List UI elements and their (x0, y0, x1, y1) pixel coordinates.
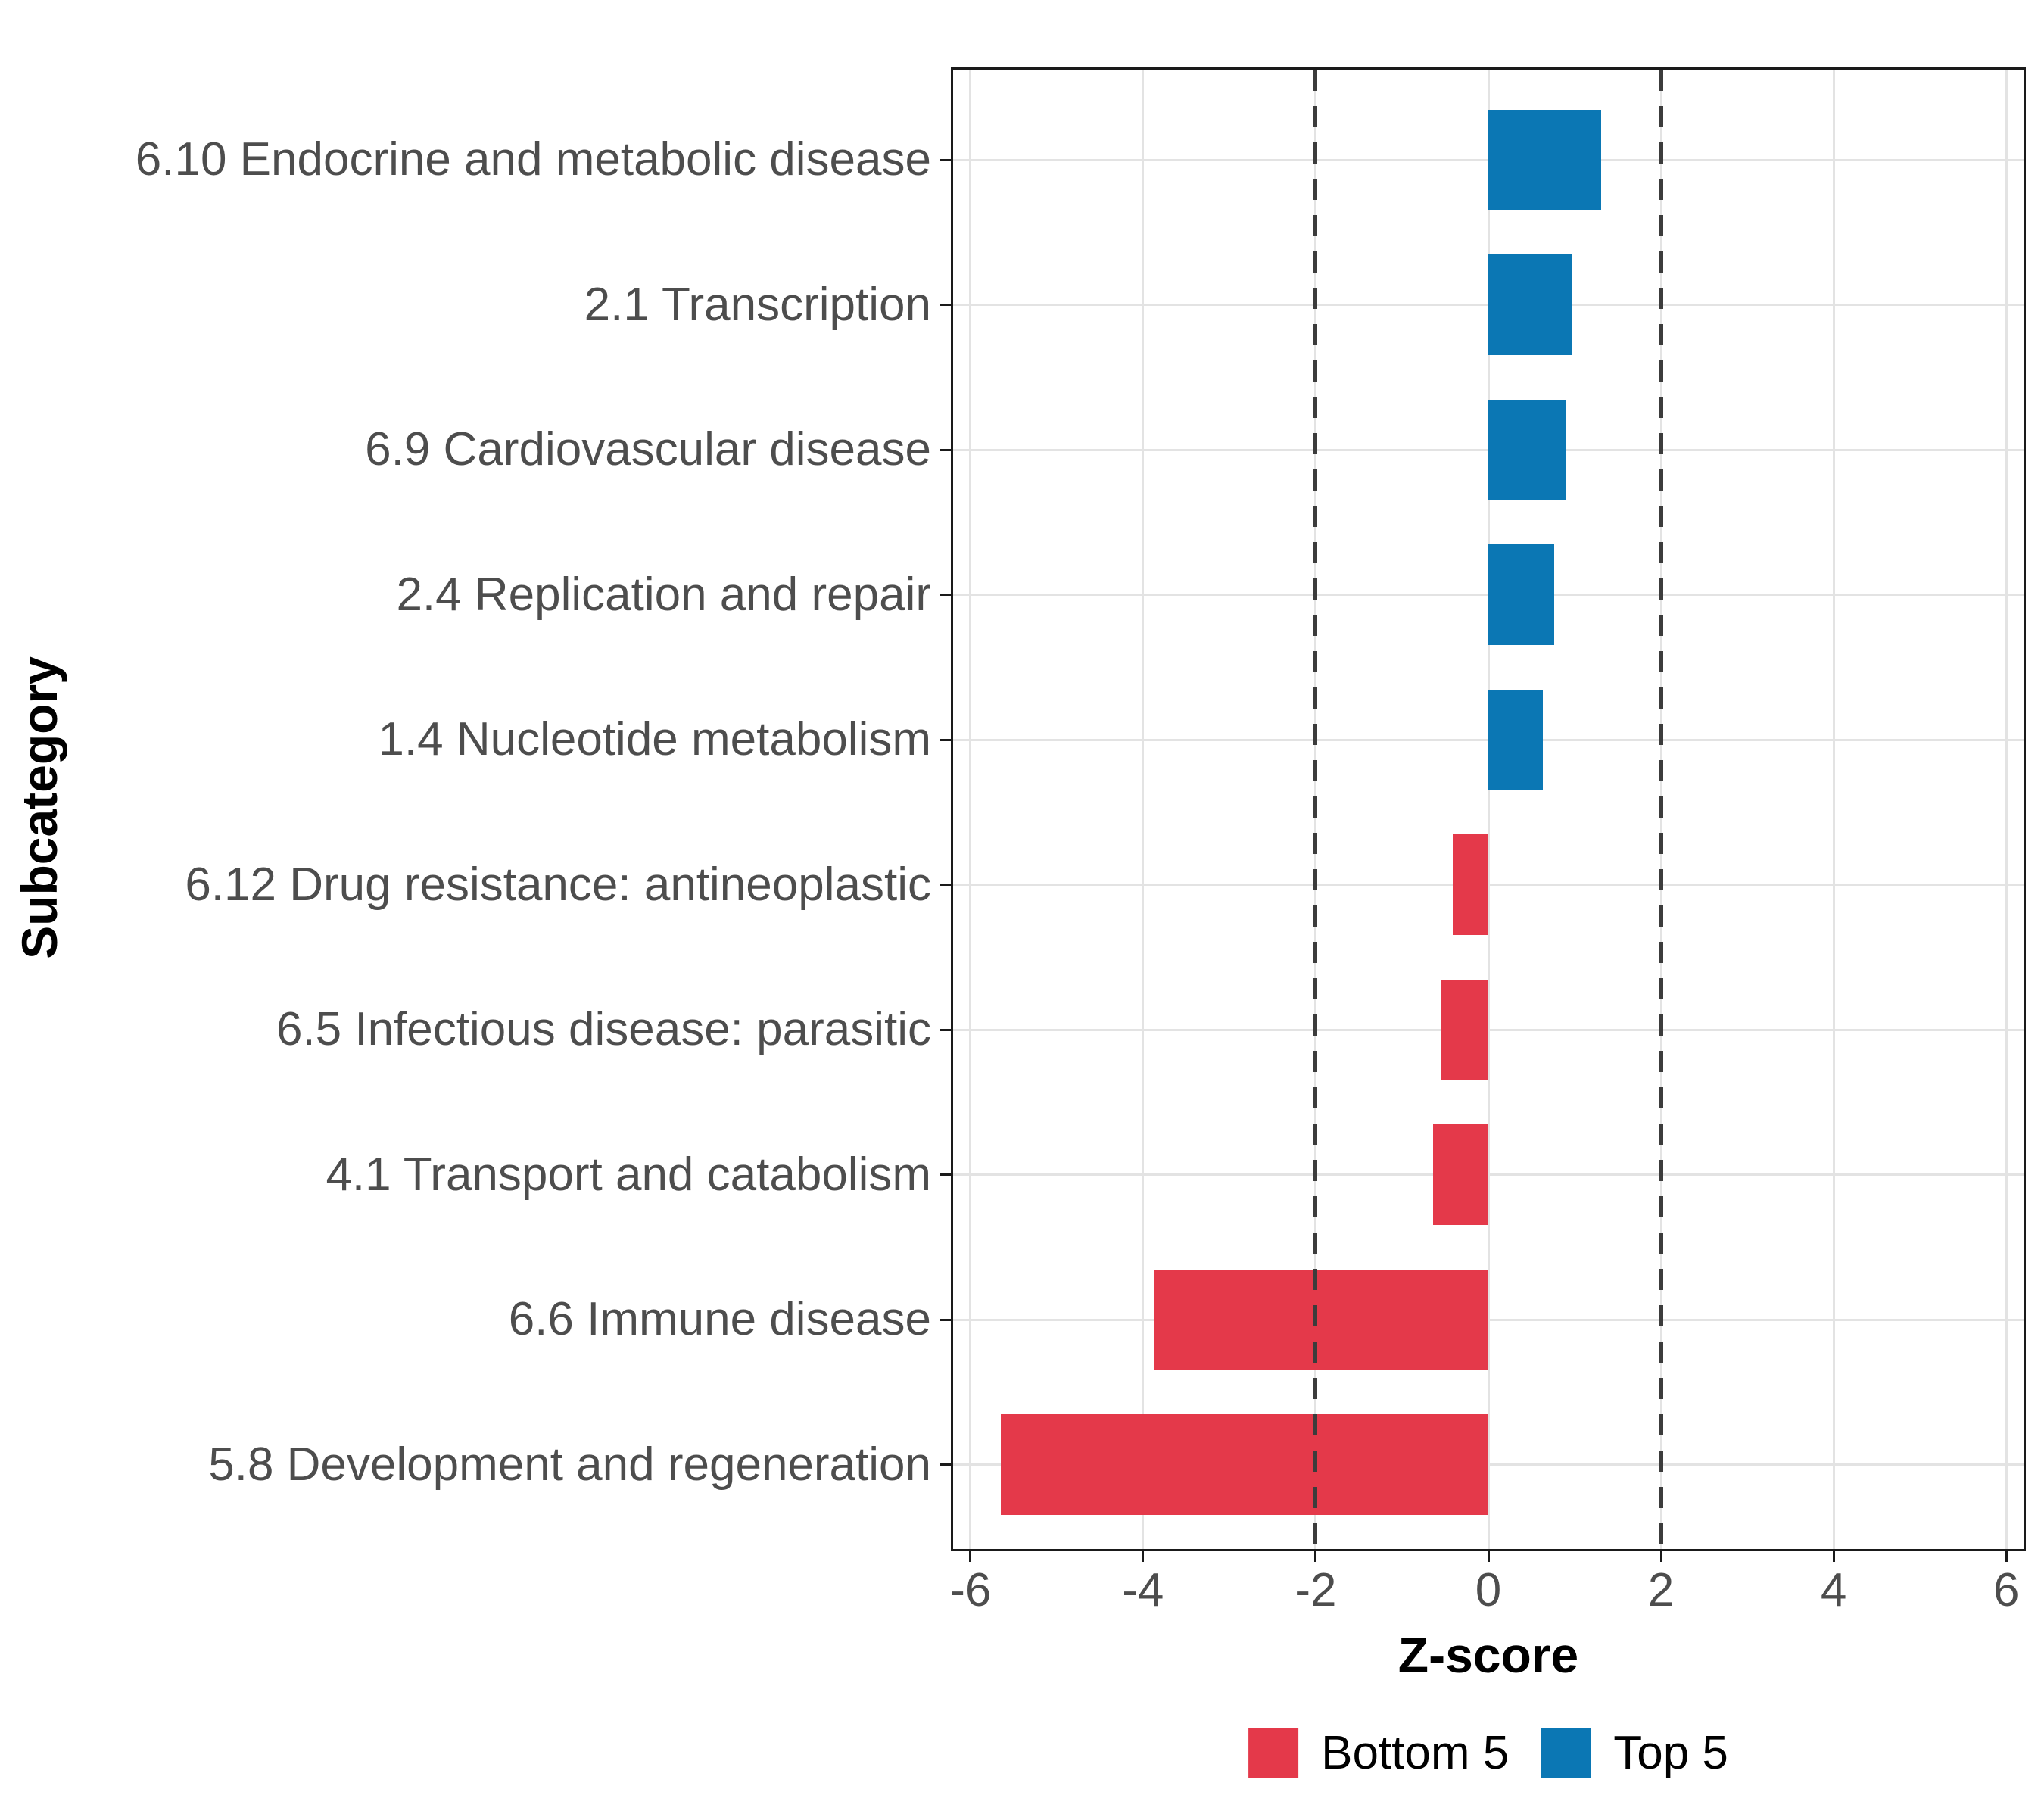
x-tick-mark (1142, 1551, 1145, 1562)
legend-item-bottom5: Bottom 5 (1248, 1728, 1509, 1778)
gridline-vertical (2005, 70, 2008, 1549)
gridline-vertical (1487, 70, 1490, 1549)
legend-label-bottom5: Bottom 5 (1321, 1727, 1510, 1779)
y-tick-mark (940, 158, 951, 161)
x-tick-label: 4 (1820, 1564, 1847, 1616)
y-axis-label: 2.1 Transcription (584, 278, 931, 331)
bar (1488, 254, 1572, 355)
x-tick-label: -4 (1122, 1564, 1164, 1616)
gridline-vertical (1142, 70, 1145, 1549)
x-tick-mark (1659, 1551, 1662, 1562)
plot-panel (951, 67, 2026, 1551)
x-tick-label: 2 (1647, 1564, 1675, 1616)
reference-line-dashed (1659, 70, 1663, 1549)
y-tick-mark (940, 1318, 951, 1321)
y-axis-label: 6.5 Infectious disease: parasitic (276, 1003, 931, 1055)
bar (1488, 544, 1554, 645)
legend-swatch-top5 (1541, 1728, 1591, 1778)
y-tick-mark (940, 448, 951, 451)
y-tick-mark (940, 1028, 951, 1031)
y-axis-label: 6.10 Endocrine and metabolic disease (135, 133, 931, 185)
legend-item-top5: Top 5 (1541, 1728, 1728, 1778)
x-tick-mark (2005, 1551, 2008, 1562)
bar (1488, 689, 1543, 790)
legend-label-top5: Top 5 (1613, 1727, 1728, 1779)
y-tick-mark (940, 738, 951, 741)
bar (1441, 979, 1488, 1080)
bar (1433, 1124, 1488, 1225)
y-axis-label: 5.8 Development and regeneration (208, 1438, 931, 1491)
x-tick-label: -2 (1295, 1564, 1337, 1616)
x-tick-mark (969, 1551, 972, 1562)
x-tick-label: 6 (1993, 1564, 2020, 1616)
x-tick-label: 0 (1475, 1564, 1502, 1616)
reference-line-dashed (1313, 70, 1318, 1549)
bar (1000, 1414, 1488, 1515)
y-axis-label: 2.4 Replication and repair (396, 568, 931, 621)
y-tick-mark (940, 304, 951, 306)
legend-swatch-bottom5 (1248, 1728, 1299, 1778)
x-tick-label: -6 (949, 1564, 992, 1616)
x-tick-mark (1487, 1551, 1490, 1562)
bar (1153, 1269, 1488, 1370)
bar (1453, 834, 1488, 935)
bar (1488, 109, 1602, 210)
y-axis-label: 6.12 Drug resistance: antineoplastic (185, 858, 931, 911)
y-tick-mark (940, 1173, 951, 1176)
gridline-vertical (969, 70, 972, 1549)
y-axis-label: 6.9 Cardiovascular disease (365, 423, 931, 475)
y-tick-mark (940, 1463, 951, 1466)
gridline-vertical (1832, 70, 1835, 1549)
legend: Bottom 5 Top 5 (1248, 1728, 1728, 1778)
y-axis-label: 6.6 Immune disease (508, 1293, 931, 1345)
bar (1488, 399, 1566, 500)
x-tick-mark (1314, 1551, 1317, 1562)
y-axis-label: 4.1 Transport and catabolism (326, 1148, 931, 1201)
x-tick-mark (1832, 1551, 1835, 1562)
y-tick-mark (940, 884, 951, 886)
x-axis-title: Z-score (1397, 1627, 1579, 1683)
y-axis-label: 1.4 Nucleotide metabolism (378, 713, 931, 765)
y-tick-mark (940, 594, 951, 596)
